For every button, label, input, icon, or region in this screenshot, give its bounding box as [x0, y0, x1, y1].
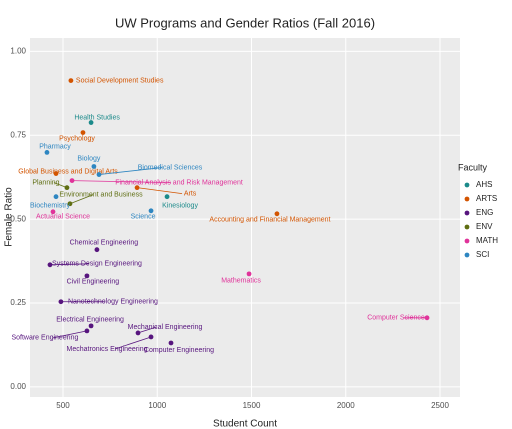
point-label: Biochemistry [30, 203, 71, 210]
y-tick-label: 0.75 [10, 130, 26, 139]
point-label: Chemical Engineering [70, 240, 139, 247]
x-tick-label: 2500 [431, 401, 449, 410]
point-label: Systems Design Engineering [52, 261, 142, 268]
point-label: Kinesiology [162, 203, 198, 210]
point [246, 271, 252, 277]
label-connector [72, 180, 172, 183]
x-tick-label: 500 [56, 401, 70, 410]
point [96, 172, 102, 177]
legend-label: SCI [476, 250, 489, 259]
point-label: Global Business and Digital Arts [18, 168, 118, 175]
label-connector [98, 167, 163, 175]
point-label: Biology [77, 155, 100, 162]
point [53, 194, 59, 200]
point-label: Mechanical Engineering [128, 324, 203, 331]
plot-panel [30, 38, 460, 397]
point-label: Electrical Engineering [56, 317, 124, 324]
point-label: Software Engineering [11, 335, 78, 342]
label-connector [137, 326, 158, 334]
point-label: Accounting and Financial Management [209, 217, 330, 224]
legend-key [464, 182, 470, 188]
point [47, 262, 53, 268]
point-label: Mathematics [221, 278, 261, 285]
x-tick-label: 2000 [337, 401, 355, 410]
label-connector [52, 330, 88, 339]
label-connector [69, 194, 94, 205]
legend-title: Faculty [458, 162, 488, 172]
point-label: Computer Science [367, 315, 425, 322]
legend-key [464, 252, 470, 258]
point-label: Psychology [59, 135, 95, 142]
point [134, 185, 140, 191]
point [148, 334, 154, 340]
point-label: Computer Engineering [144, 347, 214, 354]
legend-key [464, 196, 470, 202]
point [50, 209, 56, 215]
point [135, 330, 141, 336]
point-label: Civil Engineering [67, 279, 120, 286]
point [84, 273, 90, 279]
point-label: Planning [32, 179, 59, 186]
point [424, 315, 430, 321]
point-label: Financial Analysis and Risk Management [115, 179, 243, 186]
point [84, 328, 90, 334]
legend-label: ARTS [476, 194, 497, 203]
legend-key [464, 238, 470, 244]
point [68, 78, 74, 84]
point-label: Science [131, 214, 156, 221]
point [58, 299, 64, 305]
y-tick-label: 1.00 [10, 47, 26, 56]
point-label: Actuarial Science [36, 214, 90, 221]
y-axis-title: Female Ratio [4, 187, 15, 247]
point [88, 120, 94, 125]
point-label: Health Studies [74, 114, 120, 121]
legend-key [464, 224, 470, 230]
chart-title: UW Programs and Gender Ratios (Fall 2016… [115, 15, 375, 30]
x-axis-title: Student Count [213, 419, 277, 429]
point [64, 185, 70, 191]
legend-label: ENV [476, 222, 493, 231]
point [164, 194, 170, 200]
point [80, 130, 86, 136]
point-label: Arts [184, 190, 197, 197]
point [44, 150, 50, 155]
label-connector [137, 187, 183, 195]
point [148, 208, 154, 214]
point [94, 247, 100, 253]
point-label: Social Development Studies [76, 77, 164, 84]
point-label: Environment and Business [59, 192, 143, 199]
legend-label: AHS [476, 180, 492, 189]
point-label: Biomedical Sciences [138, 164, 203, 171]
point-label: Pharmacy [39, 143, 71, 150]
point [168, 340, 174, 346]
legend-label: MATH [476, 236, 498, 245]
y-tick-label: 0.00 [10, 382, 26, 391]
point [88, 323, 94, 329]
label-connector [114, 336, 152, 350]
legend-key [464, 210, 470, 216]
x-tick-label: 1500 [243, 401, 261, 410]
point [67, 201, 73, 207]
point [53, 171, 59, 176]
y-tick-label: 0.50 [10, 214, 26, 223]
point [274, 211, 280, 217]
point-label: Nanotechnology Engineering [68, 299, 158, 306]
legend-label: ENG [476, 208, 493, 217]
point [91, 164, 97, 169]
y-tick-label: 0.25 [10, 298, 26, 307]
x-tick-label: 1000 [148, 401, 166, 410]
label-connector [49, 263, 89, 266]
point-label: Mechatronics Engineering [67, 346, 148, 353]
point [69, 178, 75, 183]
